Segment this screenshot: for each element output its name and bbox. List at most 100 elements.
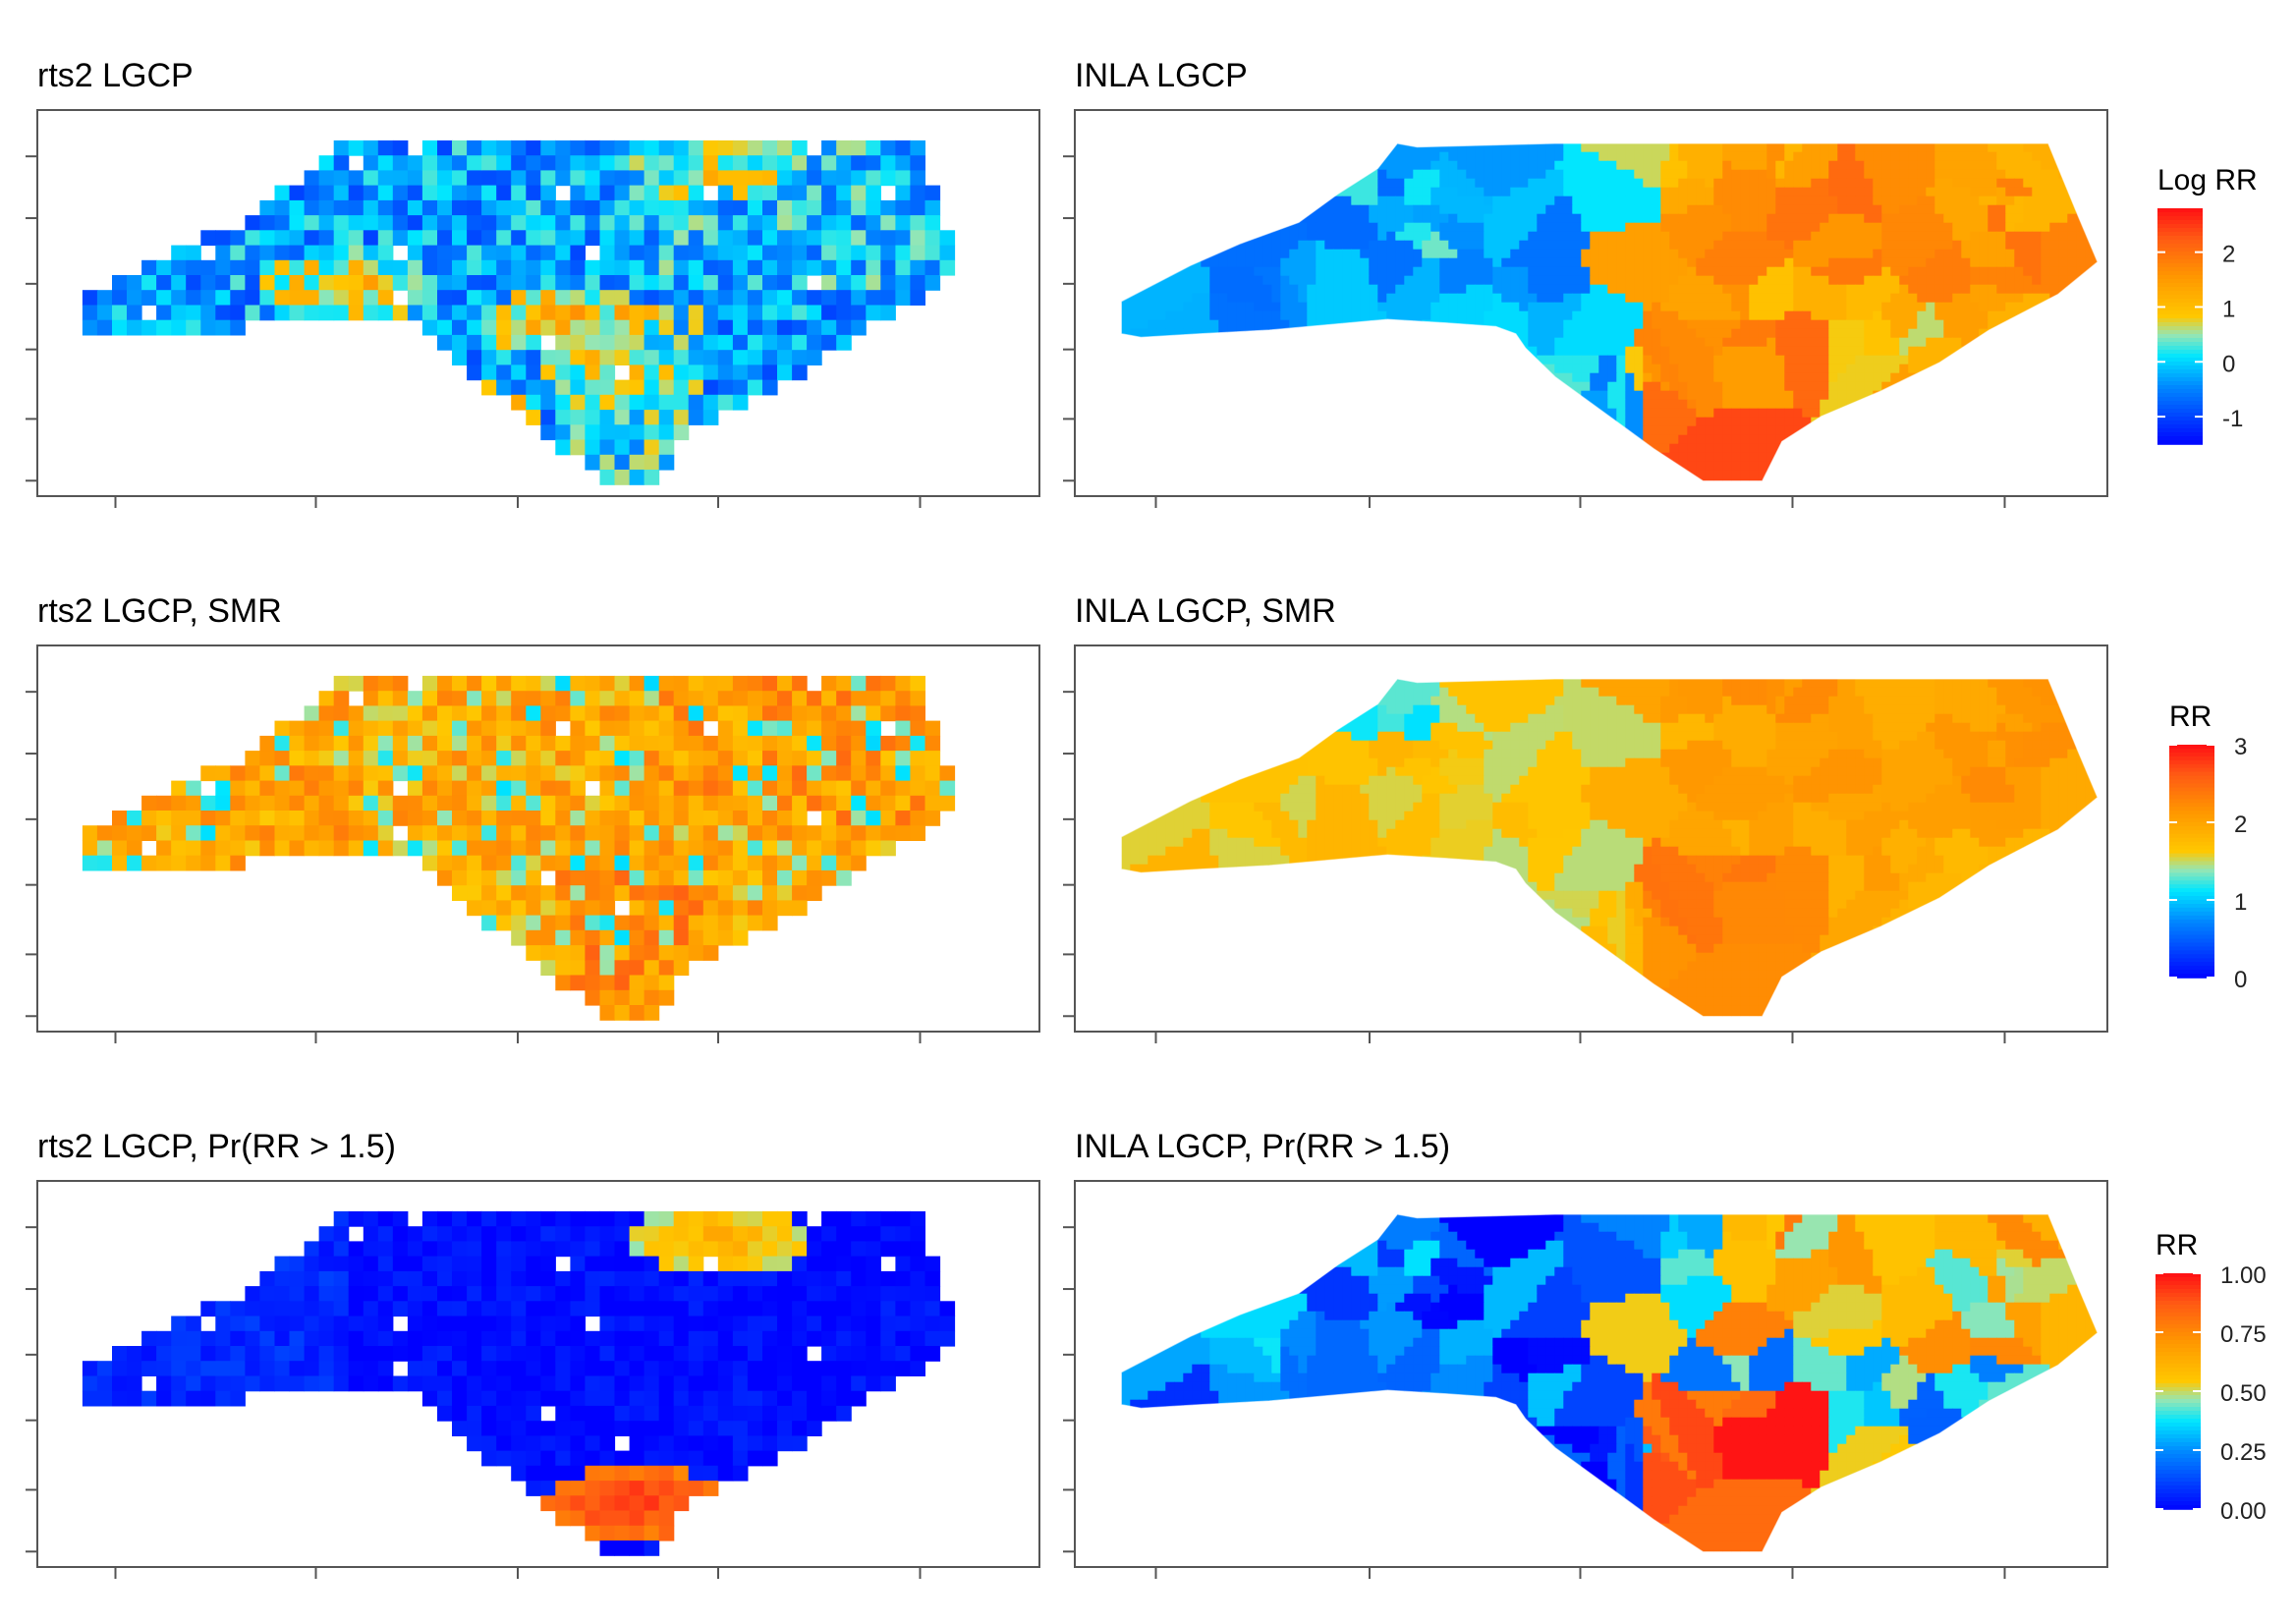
county-cell [1943, 169, 1953, 180]
county-cell [1590, 302, 1599, 312]
county-cell [1572, 143, 1582, 153]
county-cell [1660, 390, 1670, 401]
county-cell [1413, 257, 1423, 268]
county-cell [2023, 266, 2033, 277]
county-cell [1545, 266, 1555, 277]
county-cell [1775, 434, 1785, 445]
county-cell [1926, 143, 1935, 153]
county-cell [2005, 302, 2015, 312]
county-cell [1660, 240, 1670, 251]
grid-cell [392, 215, 409, 231]
grid-cell [629, 245, 645, 261]
county-cell [1183, 266, 1193, 277]
county-cell [1705, 257, 1714, 268]
county-cell [1466, 231, 1476, 242]
county-cell [1660, 364, 1670, 374]
county-cell [1846, 249, 1856, 259]
county-cell [1864, 257, 1874, 268]
county-cell [1148, 328, 1157, 339]
county-cell [1430, 187, 1440, 197]
grid-cell [333, 215, 350, 231]
county-cell [1828, 310, 1838, 321]
county-cell [1828, 196, 1838, 206]
county-cell [1988, 187, 1997, 197]
grid-cell [200, 319, 216, 336]
county-cell [1758, 337, 1767, 348]
county-cell [1607, 337, 1617, 348]
county-cell [1996, 257, 2006, 268]
county-cell [1811, 178, 1820, 189]
grid-cell [540, 394, 556, 411]
grid-cell [702, 259, 719, 276]
grid-cell [762, 275, 778, 291]
county-cell [1324, 213, 1334, 224]
grid-cell [540, 305, 556, 321]
grid-cell [318, 155, 335, 171]
grid-cell [540, 290, 556, 306]
county-cell [1784, 302, 1794, 312]
county-cell [1881, 302, 1891, 312]
county-cell [2014, 222, 2024, 233]
county-cell [2058, 266, 2068, 277]
county-cell [1705, 355, 1714, 365]
grid-cell [732, 290, 749, 306]
county-cell [1766, 302, 1776, 312]
county-cell [1766, 284, 1776, 295]
county-cell [1749, 293, 1759, 304]
county-cell [2005, 240, 2015, 251]
county-cell [1616, 204, 1626, 215]
county-cell [1457, 310, 1467, 321]
grid-cell [792, 230, 808, 247]
county-cell [1713, 417, 1723, 427]
county-cell [1890, 240, 1900, 251]
county-cell [1634, 302, 1644, 312]
grid-cell [481, 185, 497, 201]
grid-cell [481, 290, 497, 306]
county-cell [1563, 328, 1573, 339]
county-cell [1996, 266, 2006, 277]
county-cell [1510, 213, 1520, 224]
grid-cell [511, 245, 527, 261]
county-cell [1678, 425, 1688, 436]
county-cell [1890, 257, 1900, 268]
county-cell [1943, 266, 1953, 277]
county-cell [1696, 143, 1706, 153]
county-cell [1917, 355, 1927, 365]
grid-cell [658, 230, 675, 247]
county-cell [2041, 249, 2050, 259]
county-cell [1890, 213, 1900, 224]
county-cell [1660, 151, 1670, 162]
county-cell [1722, 257, 1732, 268]
grid-cell [540, 199, 556, 216]
county-cell [1660, 178, 1670, 189]
county-cell [1422, 240, 1431, 251]
grid-cell [807, 230, 822, 247]
county-cell [1669, 328, 1679, 339]
county-cell [1926, 204, 1935, 215]
county-cell [1766, 417, 1776, 427]
county-cell [1731, 381, 1741, 392]
grid-cell [259, 215, 275, 231]
county-cell [1209, 275, 1219, 286]
county-cell [2067, 257, 2077, 268]
county-cell [1696, 425, 1706, 436]
county-cell [1669, 293, 1679, 304]
county-cell [1669, 425, 1679, 436]
county-cell [1899, 169, 1909, 180]
county-cell [1607, 284, 1617, 295]
county-cell [1616, 187, 1626, 197]
grid-cell [821, 334, 837, 351]
county-cell [1342, 310, 1352, 321]
county-cell [1775, 355, 1785, 365]
county-cell [1598, 319, 1608, 330]
county-cell [1705, 425, 1714, 436]
county-cell [1828, 364, 1838, 374]
county-cell [1988, 160, 1997, 171]
county-cell [1360, 178, 1370, 189]
county-cell [1660, 408, 1670, 419]
grid-cell [836, 230, 852, 247]
county-cell [1466, 204, 1476, 215]
county-cell [1616, 319, 1626, 330]
county-cell [1634, 187, 1644, 197]
county-cell [1616, 257, 1626, 268]
